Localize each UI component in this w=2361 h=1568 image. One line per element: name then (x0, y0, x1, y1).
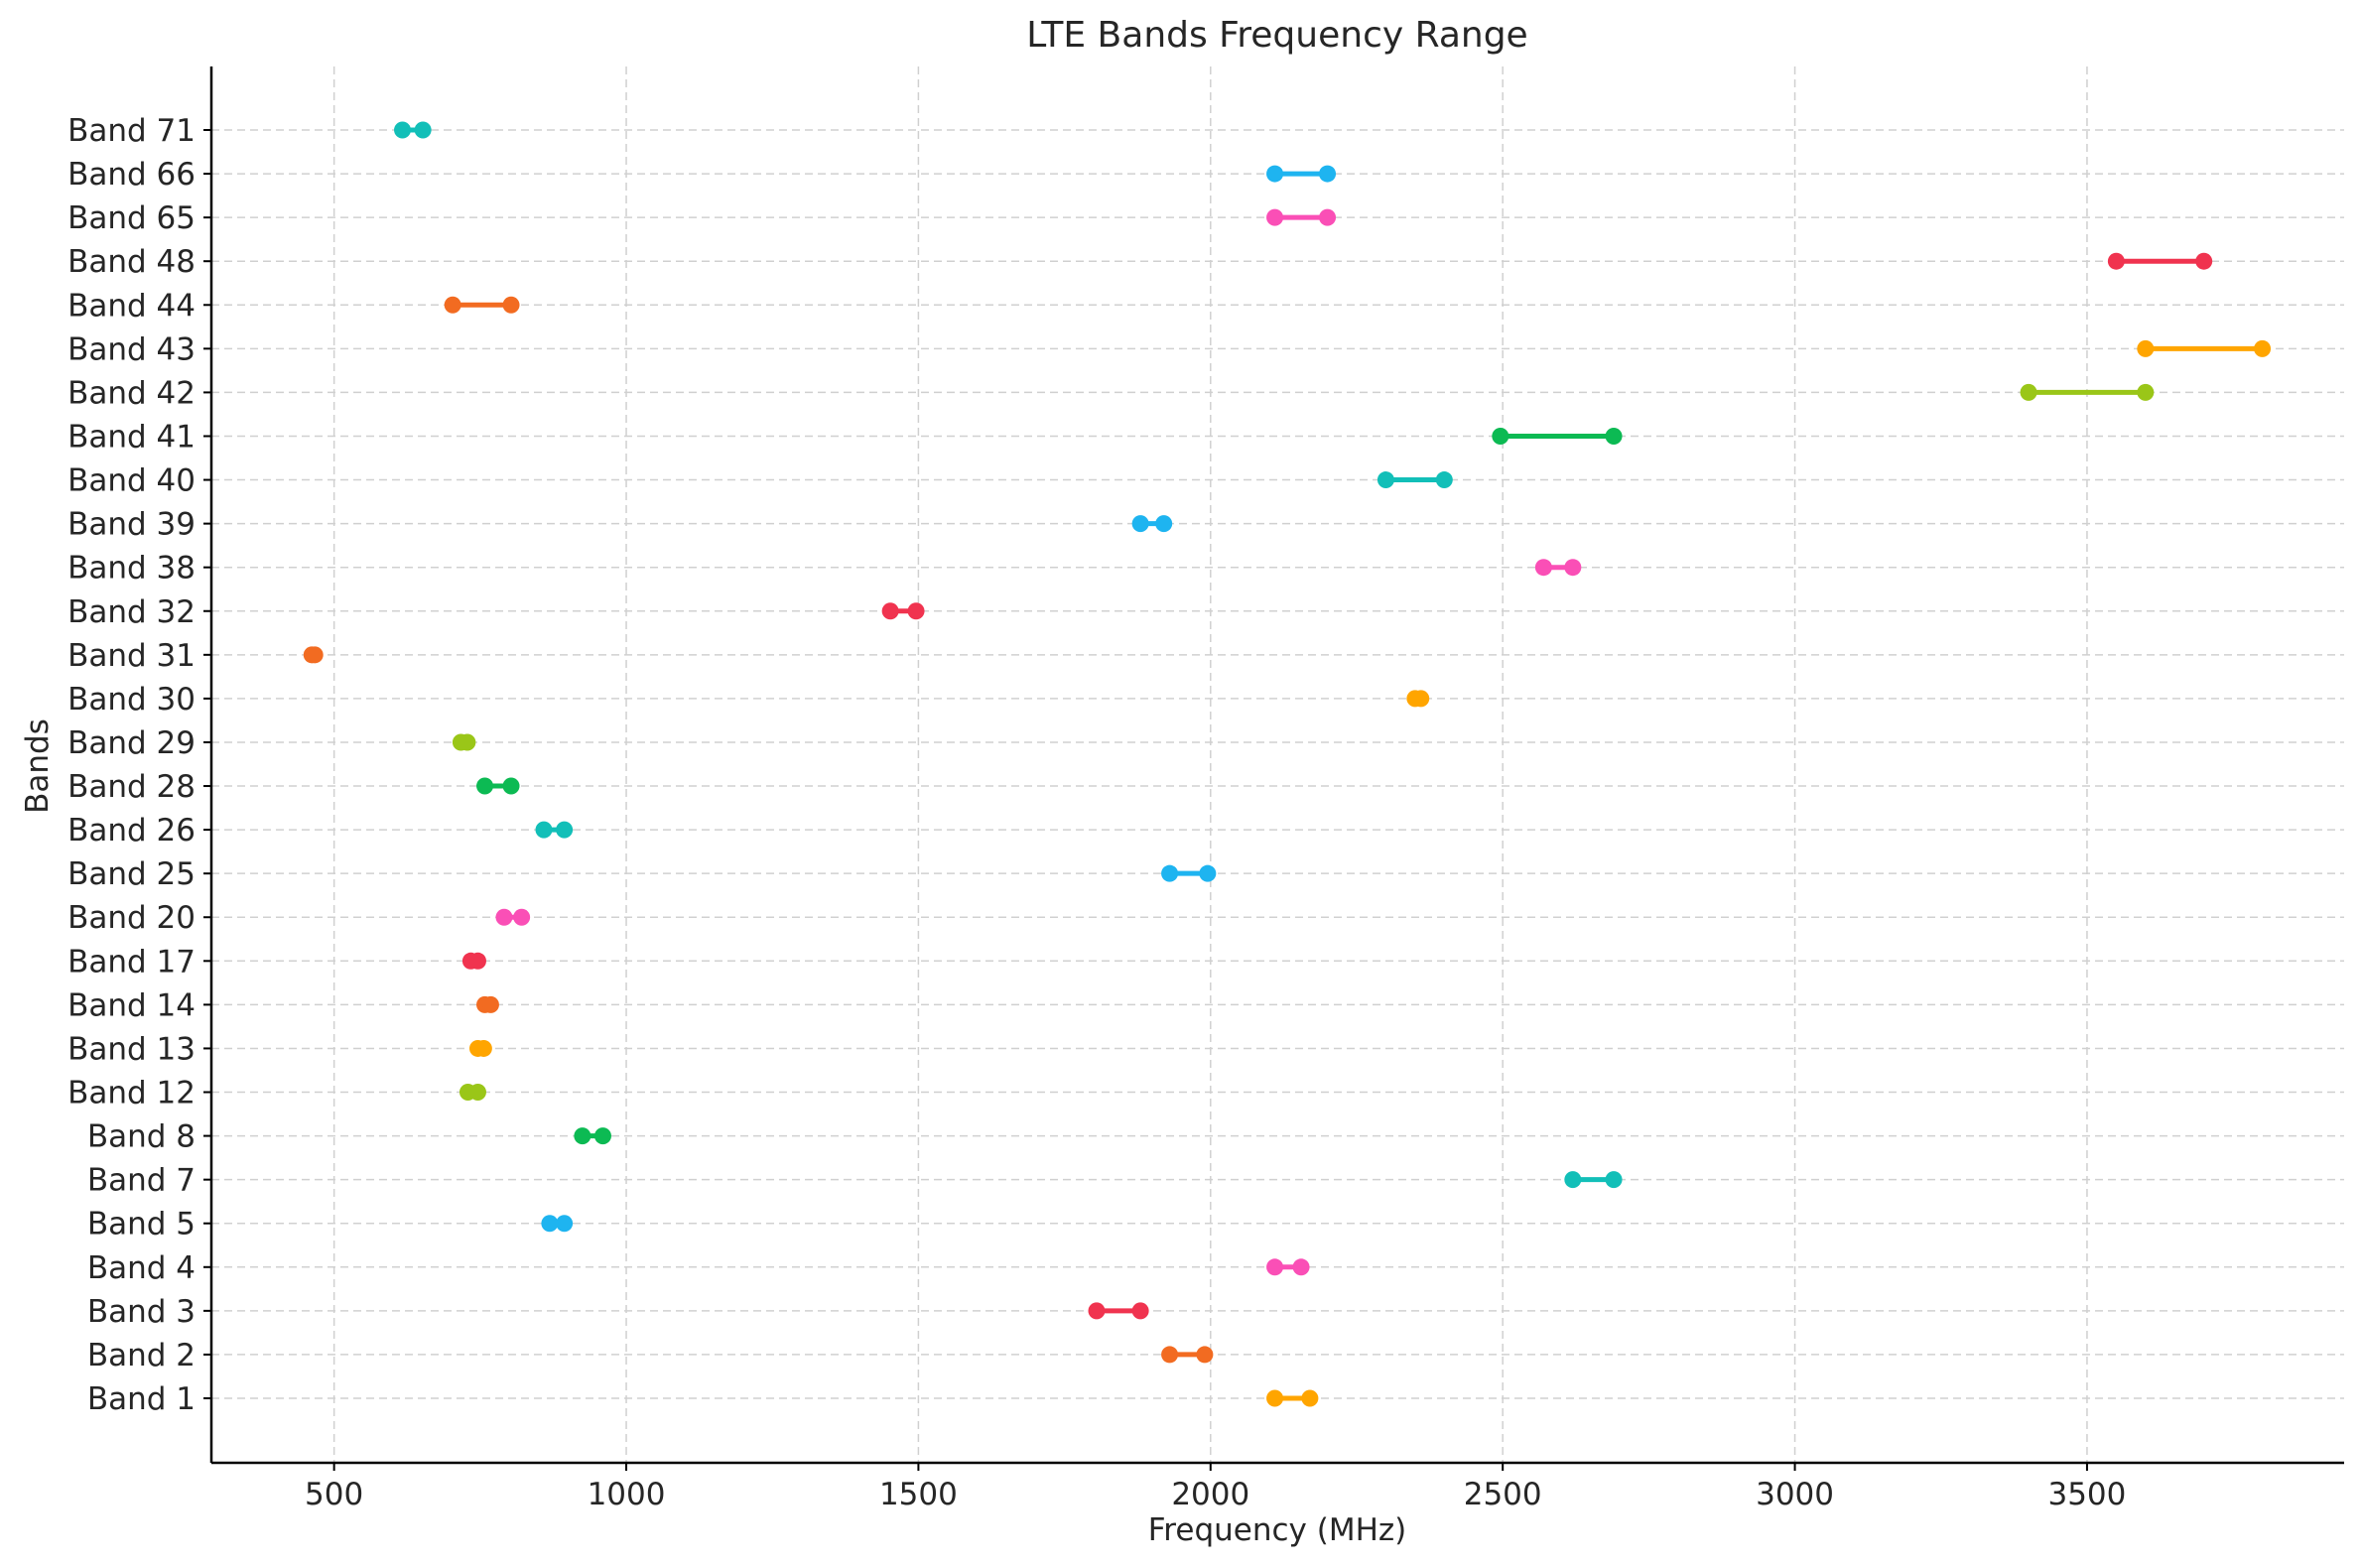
band-high-point (907, 602, 925, 620)
y-tick-label: Band 5 (87, 1207, 196, 1242)
band-high-point (414, 121, 432, 139)
band-high-point (2137, 383, 2155, 401)
band-low-point (1161, 864, 1179, 882)
band-high-point (556, 1215, 574, 1233)
band-low-point (1266, 1258, 1284, 1276)
y-tick-label: Band 7 (87, 1163, 196, 1199)
band-high-point (474, 1039, 492, 1057)
y-tick-label: Band 26 (67, 813, 196, 849)
x-tick-label: 3500 (2047, 1477, 2126, 1512)
band-high-point (1131, 1302, 1149, 1320)
chart-title: LTE Bands Frequency Range (1026, 15, 1527, 56)
x-tick-label: 1500 (879, 1477, 958, 1512)
band-low-point (1088, 1302, 1106, 1320)
band-high-point (593, 1127, 611, 1145)
band-low-point (476, 777, 494, 795)
y-axis-label: Bands (20, 719, 56, 814)
ticks: 500 1000 1500 2000 2500 3000 3500 Band 1 Band 2 B… (67, 113, 2126, 1512)
band-low-point (1492, 427, 1509, 445)
data-marks (303, 121, 2272, 1407)
y-tick-label: Band 29 (67, 725, 196, 761)
y-tick-label: Band 44 (67, 288, 196, 324)
axes (209, 66, 2344, 1465)
x-tick-label: 2500 (1464, 1477, 1542, 1512)
band-high-point (1605, 1171, 1623, 1189)
band-low-point (394, 121, 412, 139)
band-high-point (1319, 208, 1337, 226)
y-tick-label: Band 42 (67, 375, 196, 411)
y-tick-label: Band 1 (87, 1381, 196, 1417)
x-tick-label: 3000 (1756, 1477, 1834, 1512)
y-tick-label: Band 17 (67, 944, 196, 980)
y-tick-label: Band 13 (67, 1031, 196, 1067)
band-low-point (541, 1215, 559, 1233)
band-high-point (2195, 252, 2213, 270)
band-high-point (1196, 1346, 1214, 1364)
y-tick-label: Band 3 (87, 1294, 196, 1330)
y-tick-label: Band 66 (67, 157, 196, 193)
band-low-point (1564, 1171, 1582, 1189)
y-tick-label: Band 39 (67, 507, 196, 543)
y-tick-label: Band 4 (87, 1250, 196, 1286)
band-low-point (2137, 339, 2155, 357)
y-tick-label: Band 32 (67, 594, 196, 630)
band-high-point (1605, 427, 1623, 445)
y-tick-label: Band 43 (67, 331, 196, 367)
band-high-point (513, 908, 531, 926)
y-tick-label: Band 30 (67, 682, 196, 718)
band-low-point (1266, 208, 1284, 226)
band-low-point (1266, 165, 1284, 183)
band-low-point (535, 821, 553, 839)
band-low-point (1161, 1346, 1179, 1364)
y-tick-label: Band 25 (67, 856, 196, 892)
band-low-point (1131, 515, 1149, 533)
band-high-point (481, 995, 499, 1013)
band-high-point (502, 777, 520, 795)
x-axis-label: Frequency (MHz) (1148, 1512, 1407, 1548)
band-high-point (1319, 165, 1337, 183)
band-high-point (459, 733, 476, 751)
band-high-point (1412, 690, 1430, 708)
band-high-point (468, 1084, 486, 1102)
y-tick-label: Band 40 (67, 463, 196, 499)
band-high-point (556, 821, 574, 839)
x-tick-label: 500 (305, 1477, 363, 1512)
band-high-point (1435, 471, 1453, 489)
band-high-point (1155, 515, 1173, 533)
band-high-point (502, 296, 520, 314)
band-low-point (2020, 383, 2037, 401)
band-high-point (1199, 864, 1217, 882)
band-low-point (495, 908, 513, 926)
band-high-point (1292, 1258, 1310, 1276)
y-tick-label: Band 38 (67, 551, 196, 587)
y-tick-label: Band 48 (67, 244, 196, 280)
y-tick-label: Band 8 (87, 1119, 196, 1155)
y-tick-label: Band 65 (67, 200, 196, 236)
band-high-point (306, 646, 324, 664)
y-tick-label: Band 31 (67, 638, 196, 674)
y-tick-label: Band 28 (67, 769, 196, 805)
y-tick-label: Band 2 (87, 1338, 196, 1373)
band-low-point (1534, 559, 1552, 577)
band-low-point (1266, 1389, 1284, 1407)
y-tick-label: Band 71 (67, 113, 196, 149)
y-tick-label: Band 12 (67, 1076, 196, 1111)
x-tick-label: 2000 (1171, 1477, 1249, 1512)
grid (211, 66, 2344, 1463)
band-high-point (468, 952, 486, 970)
band-high-point (1301, 1389, 1319, 1407)
band-low-point (574, 1127, 591, 1145)
x-tick-label: 1000 (588, 1477, 666, 1512)
band-low-point (2107, 252, 2125, 270)
y-tick-label: Band 20 (67, 900, 196, 936)
band-high-point (2254, 339, 2272, 357)
band-low-point (1377, 471, 1394, 489)
band-low-point (444, 296, 461, 314)
y-tick-label: Band 14 (67, 987, 196, 1023)
y-tick-label: Band 41 (67, 419, 196, 455)
band-high-point (1564, 559, 1582, 577)
band-low-point (881, 602, 899, 620)
